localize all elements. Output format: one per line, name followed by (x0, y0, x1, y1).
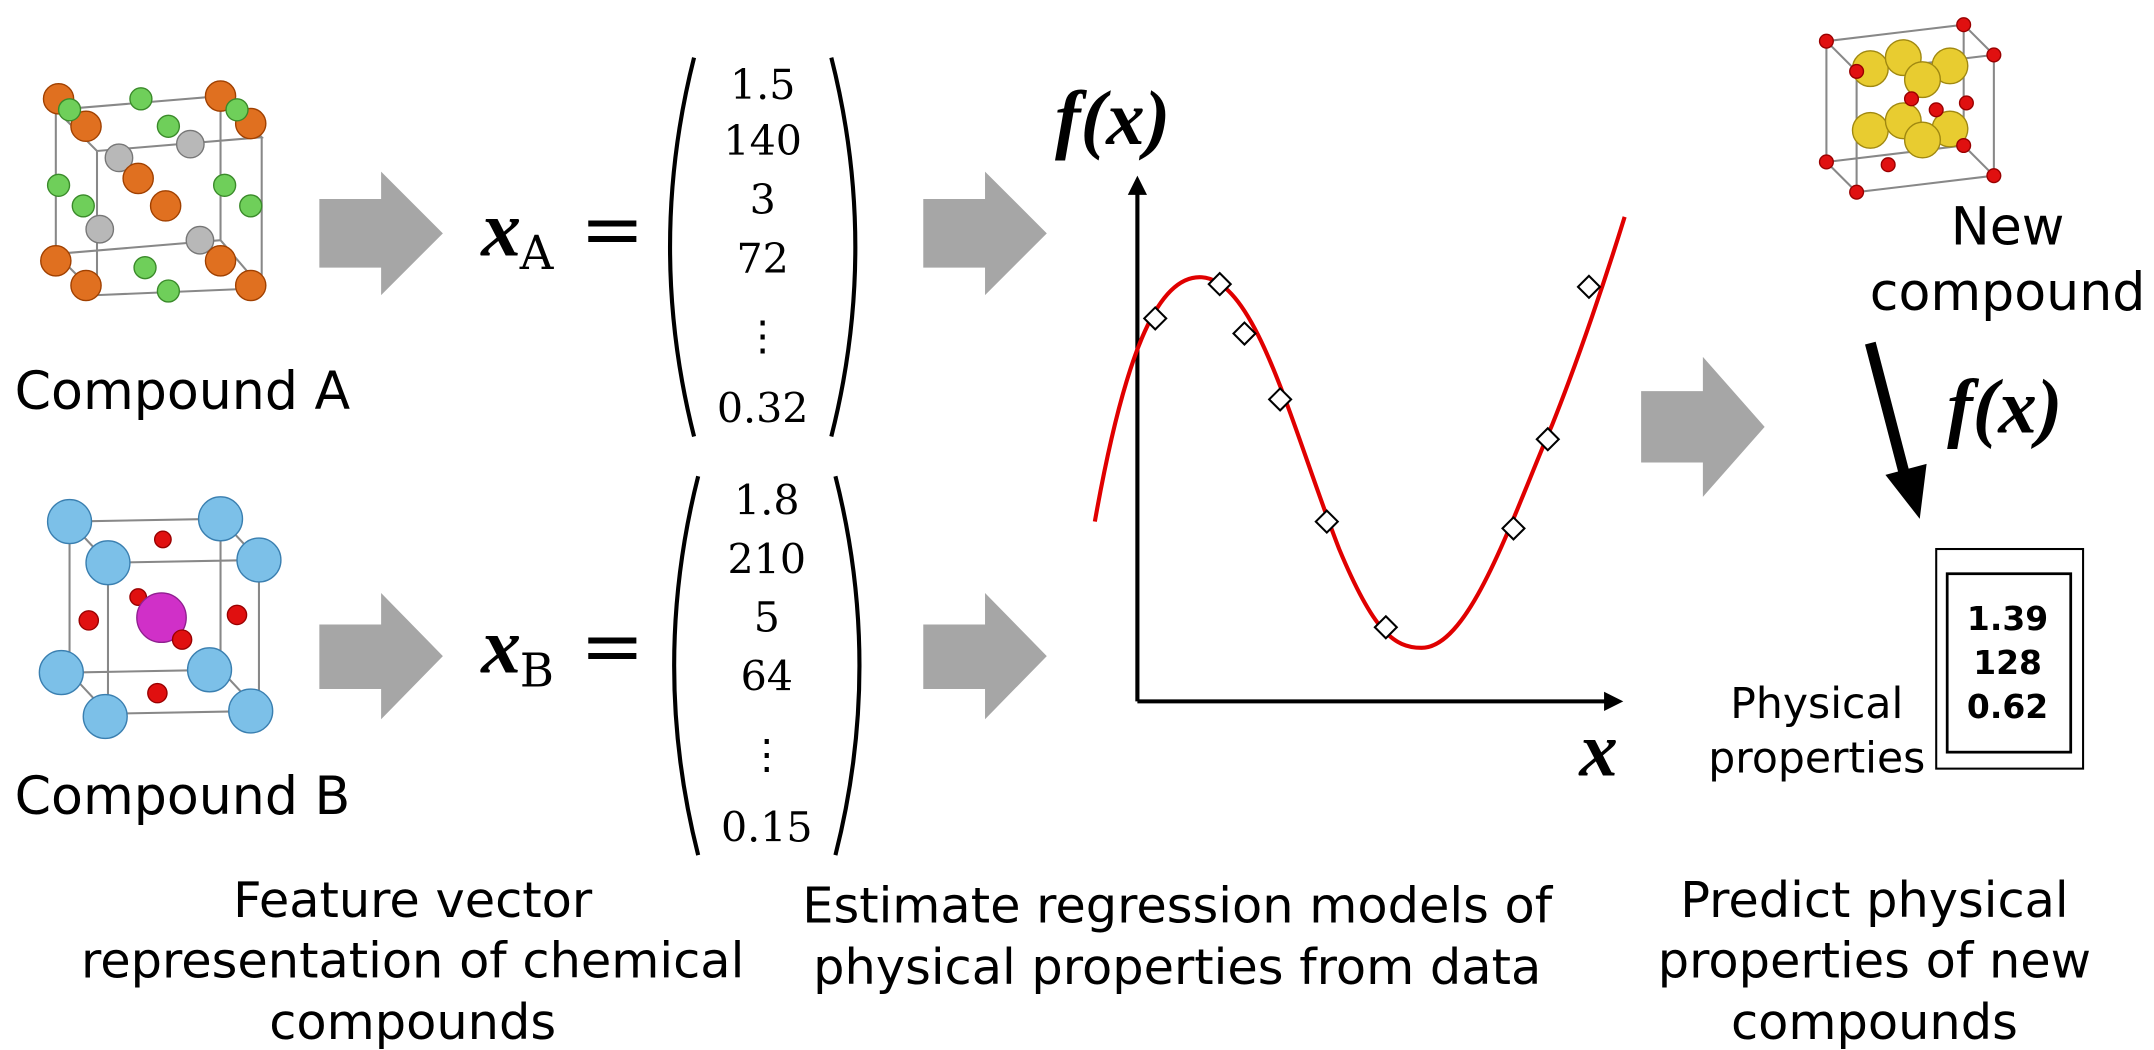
prediction-box-inner (1945, 572, 2073, 754)
prediction-value: 1.39 (1967, 599, 2048, 638)
arrow (1641, 356, 1765, 497)
vector-entry: 1.5 (730, 61, 795, 109)
arrow (923, 592, 1047, 720)
vector-entry: ⋮ (742, 312, 783, 360)
prediction-box (1935, 547, 2085, 770)
vector-subscript: A (519, 227, 555, 281)
vector-entry: 72 (736, 235, 788, 283)
x-axis-label: x (1578, 707, 1617, 792)
model-arrow-head (1885, 463, 1927, 519)
caption: compounds (269, 993, 556, 1050)
caption: Estimate regression models of (802, 876, 1554, 934)
vector-symbol: x (480, 185, 521, 273)
vector-entry: 5 (754, 593, 780, 641)
paren (672, 475, 701, 856)
crystal-a (40, 80, 267, 303)
caption: properties of new (1658, 931, 2091, 989)
caption: compounds (1731, 993, 2018, 1050)
caption: Predict physical (1680, 871, 2068, 929)
arrow (923, 171, 1047, 296)
model-label: f(x) (1947, 364, 2062, 449)
prediction-value: 128 (1973, 643, 2042, 682)
vector-entry: 210 (728, 536, 807, 584)
vector-entries: 1.8 210 5 64 ⋮ 0.15 (721, 477, 813, 852)
vector-entry: ⋮ (746, 731, 787, 779)
prediction-value: 0.62 (1967, 687, 2048, 726)
vector-relation: = (580, 603, 644, 692)
arrow (319, 592, 443, 720)
crystal-b (38, 496, 282, 740)
vector-subscript: B (520, 644, 554, 698)
prediction-label: Physical (1730, 680, 1903, 729)
paren (829, 57, 858, 437)
caption: physical properties from data (813, 938, 1541, 996)
vector-entry: 0.32 (717, 385, 809, 433)
compound-label: Compound A (15, 362, 351, 422)
caption: Feature vector (233, 871, 593, 929)
vector-entry: 3 (750, 176, 776, 224)
arrow (319, 171, 443, 296)
vector-entries: 1.5 140 3 72 ⋮ 0.32 (717, 61, 809, 433)
vector-symbol: x (480, 603, 521, 691)
model-arrow (1865, 341, 1912, 482)
paren (667, 57, 697, 437)
vector-relation: = (580, 185, 644, 274)
regression-plot (1092, 175, 1627, 711)
vector-entry: 1.8 (734, 477, 799, 525)
paren (833, 475, 862, 856)
crystal-new (1818, 17, 2002, 200)
new-compound-label: New (1951, 197, 2065, 257)
new-compound-label: compound (1870, 263, 2146, 323)
caption: representation of chemical (81, 931, 744, 989)
vector-entry: 64 (741, 652, 793, 700)
vector-entry: 0.15 (721, 803, 813, 851)
y-axis-label: f(x) (1055, 76, 1170, 161)
prediction-label: properties (1708, 735, 1925, 784)
compound-label: Compound B (15, 767, 351, 827)
vector-entry: 140 (723, 117, 802, 165)
